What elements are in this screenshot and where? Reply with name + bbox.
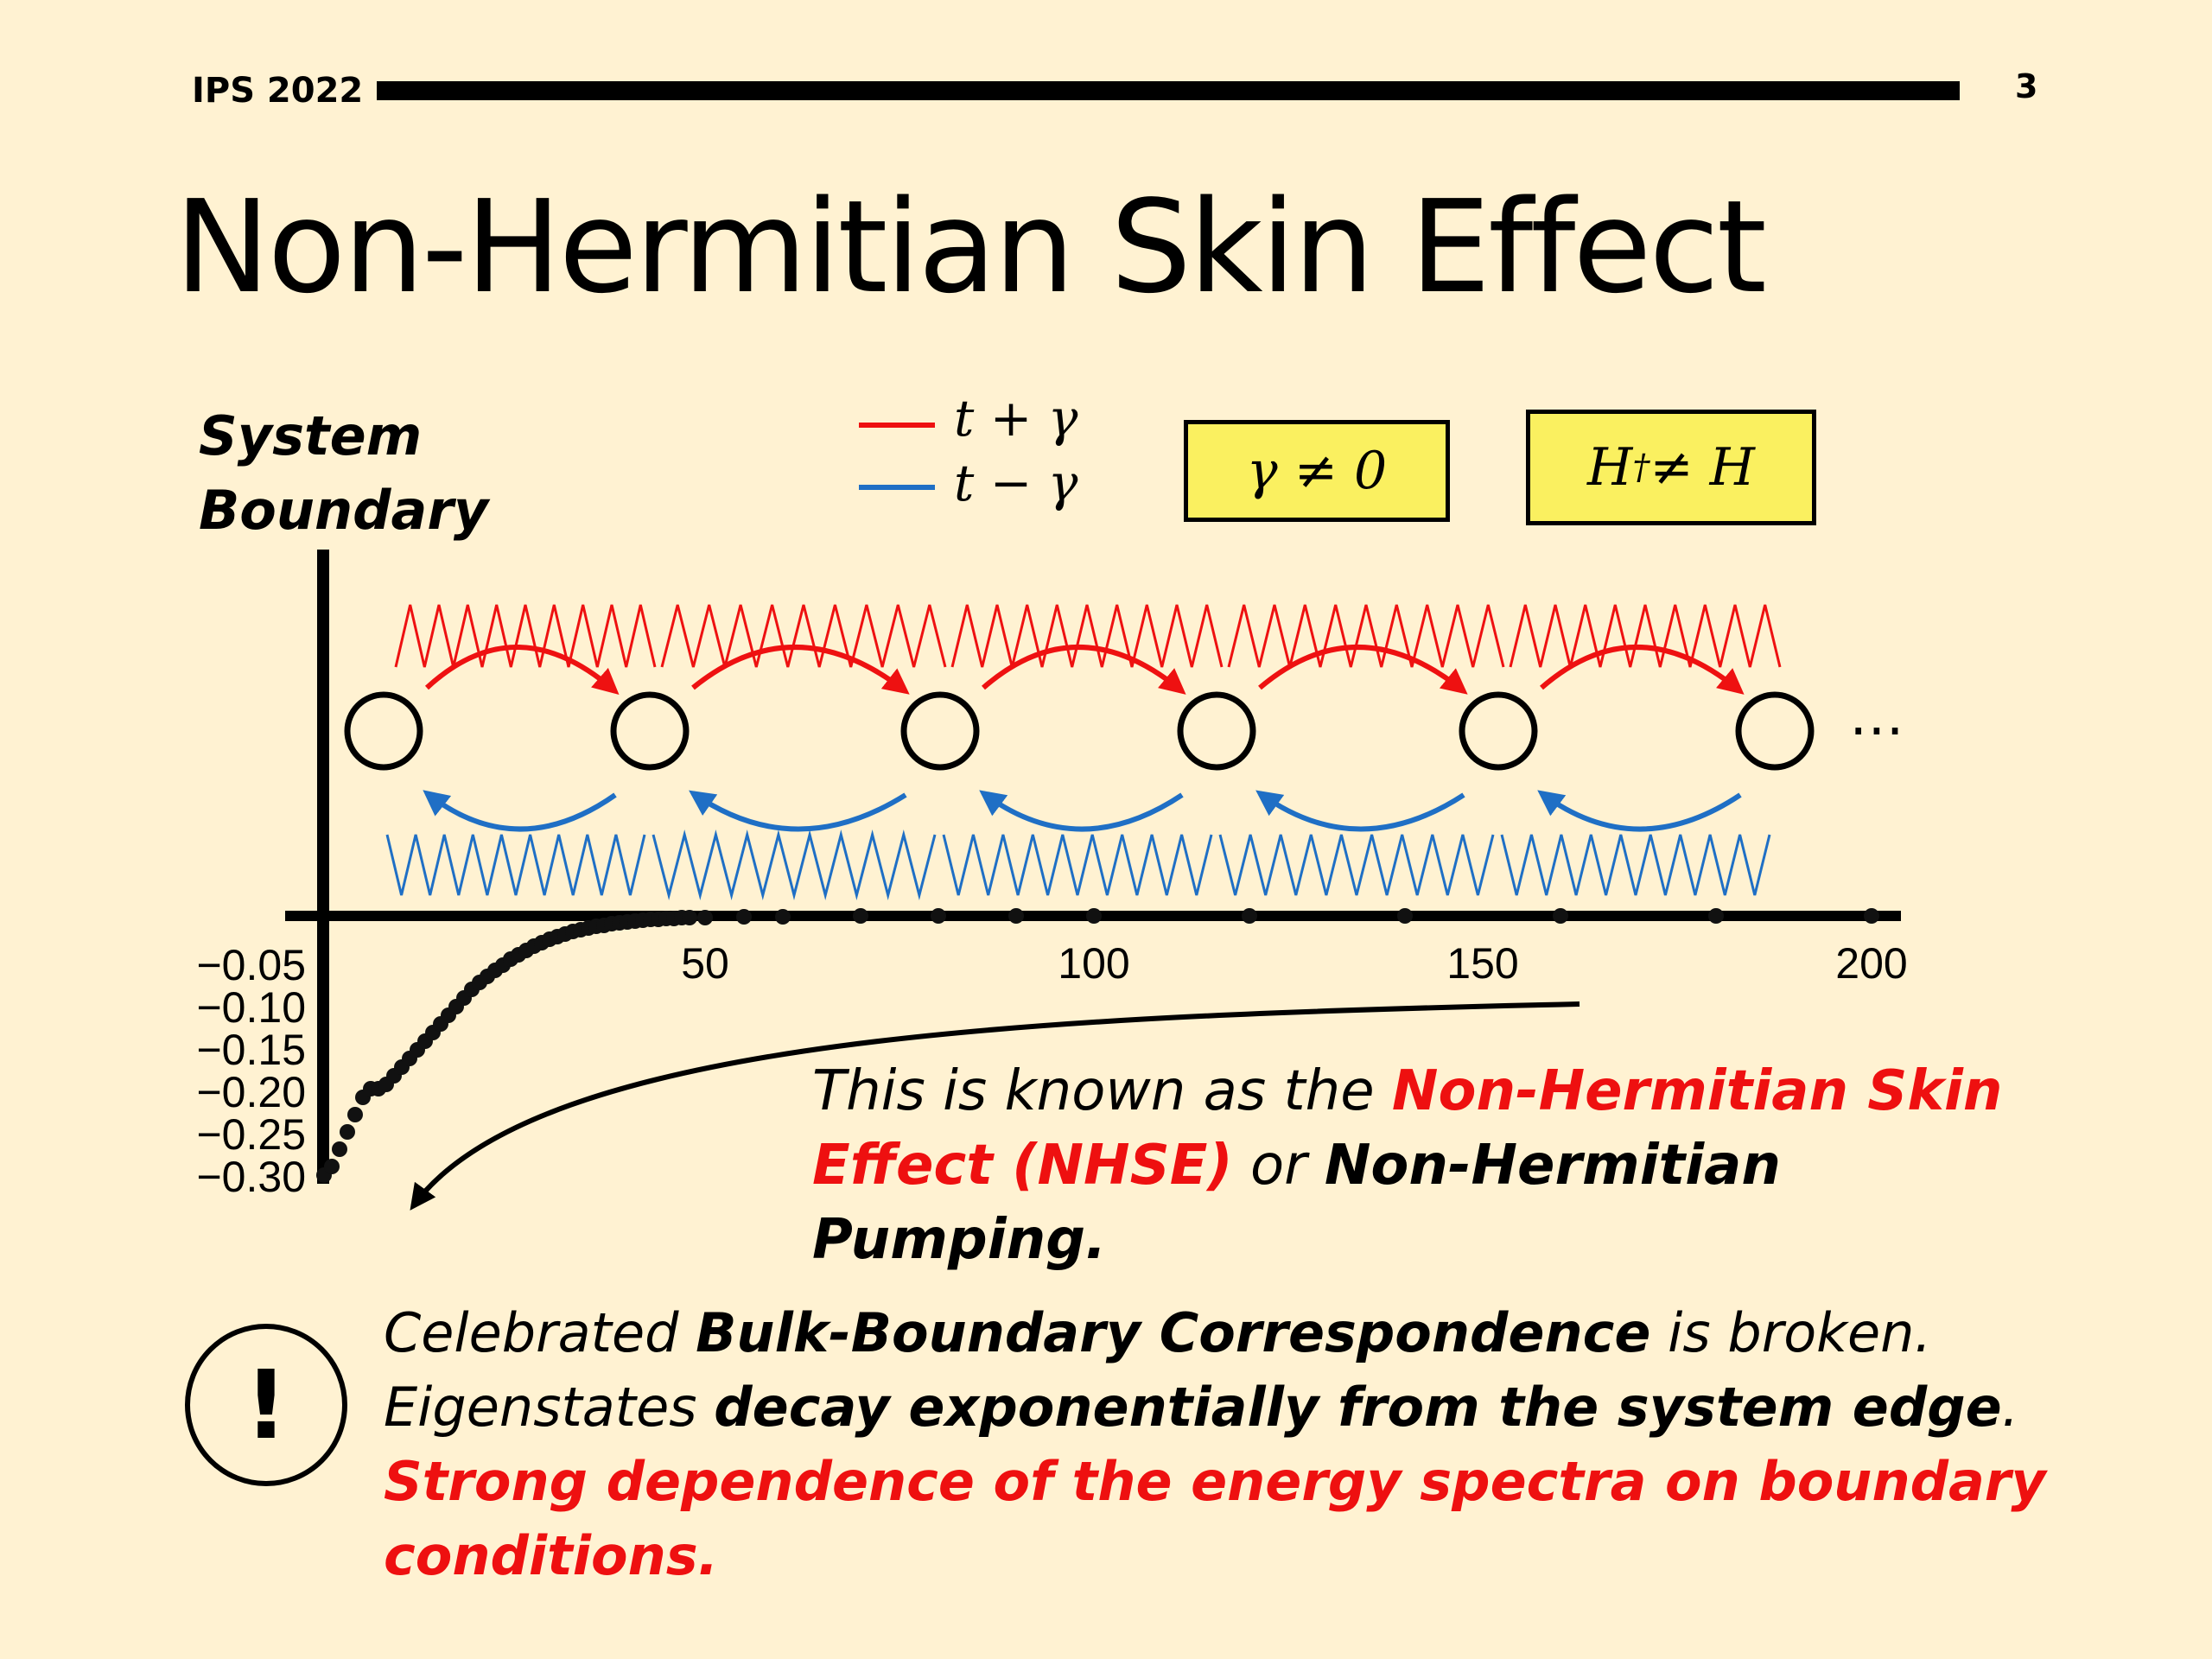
lattice-site: [344, 691, 423, 771]
loss-zigzag: [942, 834, 1213, 896]
hermitian-H: H: [1587, 437, 1633, 498]
forward-hop-arrow: [1258, 645, 1468, 695]
lattice-site: [1735, 691, 1815, 771]
data-point: [853, 908, 868, 924]
loss-zigzag: [652, 830, 937, 900]
gain-zigzag: [660, 604, 947, 668]
system-boundary-line1: System: [199, 404, 423, 467]
forward-hop-arrow: [691, 645, 910, 695]
forward-hop-arrow: [1540, 645, 1745, 695]
desc-text-2: or: [1232, 1134, 1325, 1198]
data-point: [775, 909, 791, 925]
legend-label-backward: t − γ: [954, 454, 1078, 512]
data-point: [931, 908, 946, 924]
x-tick-label: 200: [1835, 939, 1907, 988]
eigenstate-points: [316, 908, 1879, 1183]
y-tick-label: −0.05: [196, 941, 306, 989]
hermitian-rest: ≠ H: [1649, 437, 1755, 498]
warn-t1: Celebrated: [384, 1301, 696, 1364]
x-tick-label: 50: [681, 939, 729, 988]
data-point: [1553, 908, 1568, 924]
lattice-site: [1177, 691, 1256, 771]
ellipsis: ⋯: [1849, 698, 1904, 762]
warn-t2: is broken.: [1650, 1301, 1932, 1364]
backward-hop-arrow: [1537, 790, 1742, 832]
warn-red: Strong dependence of the energy spectra …: [384, 1450, 2046, 1587]
data-point: [682, 910, 697, 925]
data-point: [1397, 908, 1413, 924]
lattice-site: [610, 691, 690, 771]
warning-text: Celebrated Bulk-Boundary Correspondence …: [384, 1296, 2112, 1593]
system-boundary-label: System Boundary: [199, 399, 488, 548]
page-number: 3: [2015, 67, 2038, 105]
y-tick-label: −0.25: [196, 1110, 306, 1159]
data-point: [697, 910, 713, 925]
warn-b1: Bulk-Boundary Correspondence: [696, 1301, 1651, 1364]
data-point: [1242, 908, 1257, 924]
forward-hop-arrow: [982, 645, 1186, 695]
slide-title: Non-Hermitian Skin Effect: [175, 173, 1767, 321]
dagger: †: [1632, 448, 1650, 487]
data-point: [736, 909, 752, 925]
nhse-description: This is known as the Non-Hermitian Skin …: [812, 1054, 2039, 1277]
lattice-site: [1459, 691, 1538, 771]
loss-zigzag: [385, 834, 646, 896]
desc-red-term: Non-Hermitian Skin Effect (NHSE): [812, 1059, 2003, 1198]
legend-label-forward: t + γ: [954, 389, 1078, 448]
gain-zigzag: [1227, 604, 1505, 668]
warning-icon: !: [185, 1324, 347, 1486]
backward-hop-arrow: [979, 790, 1184, 832]
pumping-arrow: [410, 1001, 1580, 1211]
data-point: [340, 1124, 355, 1140]
lattice-site: [900, 691, 980, 771]
y-tick-label: −0.15: [196, 1026, 306, 1074]
system-boundary-line2: Boundary: [199, 479, 489, 542]
gain-zigzag: [1509, 604, 1782, 668]
desc-bold-term: Non-Hermitian Pumping.: [812, 1134, 1781, 1272]
header-rule: [377, 81, 1960, 100]
gamma-condition-text: γ ≠ 0: [1246, 441, 1388, 501]
gain-zigzag: [394, 604, 657, 668]
data-point: [347, 1107, 363, 1122]
backward-hop-arrow: [423, 790, 617, 832]
backward-hop-arrow: [689, 790, 907, 832]
data-point: [1708, 908, 1724, 924]
data-point: [1008, 908, 1024, 924]
forward-hop-arrow: [424, 645, 620, 695]
warn-t4: .: [2001, 1376, 2019, 1439]
loss-zigzag: [1218, 834, 1495, 896]
desc-text-1: This is known as the: [812, 1059, 1392, 1123]
warning-mark: !: [244, 1350, 289, 1460]
x-tick-label: 100: [1058, 939, 1129, 988]
warn-t3: Eigenstates: [384, 1376, 715, 1439]
gain-zigzag: [950, 604, 1224, 668]
conference-label: IPS 2022: [192, 71, 364, 111]
y-tick-label: −0.30: [196, 1153, 306, 1201]
lattice-chain: [344, 604, 1815, 900]
backward-hop-arrow: [1255, 790, 1465, 832]
data-point: [1086, 908, 1102, 924]
gamma-condition-box: γ ≠ 0: [1184, 420, 1450, 522]
non-hermitian-box: H † ≠ H: [1526, 410, 1816, 525]
warn-b2: decay exponentially from the system edge: [714, 1376, 2002, 1439]
loss-zigzag: [1500, 834, 1771, 896]
y-tick-label: −0.20: [196, 1068, 306, 1116]
x-tick-label: 150: [1446, 939, 1518, 988]
data-point: [332, 1141, 347, 1157]
data-point: [1864, 908, 1879, 924]
data-point: [324, 1159, 340, 1174]
y-tick-label: −0.10: [196, 983, 306, 1032]
